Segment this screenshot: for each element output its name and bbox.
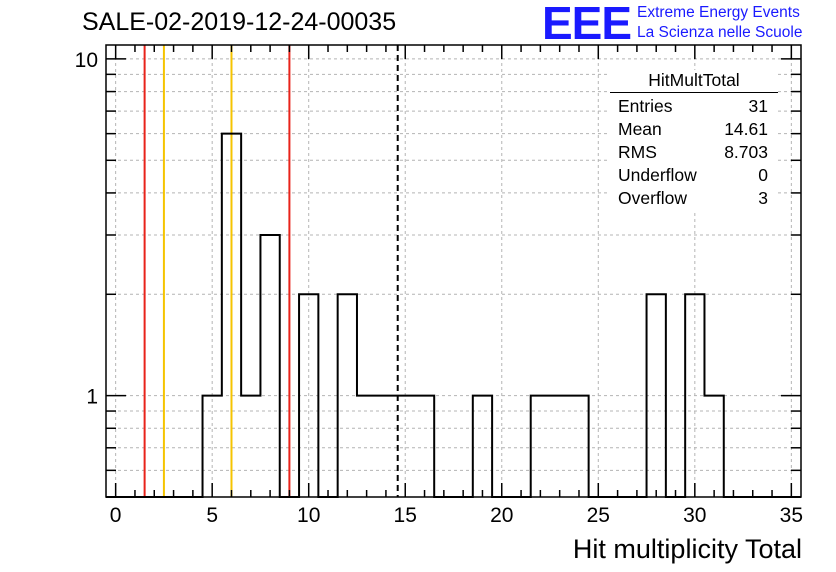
stats-row: Entries 31 xyxy=(610,95,778,118)
x-tick-label: 20 xyxy=(490,504,513,527)
stats-title: HitMultTotal xyxy=(610,70,778,93)
histogram-bin xyxy=(569,396,588,497)
x-tick-label: 5 xyxy=(206,504,218,527)
stats-value: 31 xyxy=(748,96,768,116)
histogram-bin xyxy=(647,294,666,497)
x-tick-label: 15 xyxy=(394,504,417,527)
x-tick-label: 0 xyxy=(110,504,122,527)
stats-row: RMS 8.703 xyxy=(610,141,778,164)
logo-line-1: Extreme Energy Events xyxy=(637,4,800,21)
histogram-bin xyxy=(222,134,241,497)
x-tick-label: 30 xyxy=(683,504,706,527)
stats-box: HitMultTotal Entries 31 Mean 14.61 RMS 8.703 U… xyxy=(610,70,778,210)
histogram-bin xyxy=(415,396,434,497)
stats-label: Underflow xyxy=(618,165,697,185)
histogram-bin xyxy=(203,396,222,497)
y-tick-label: 10 xyxy=(75,49,98,72)
histogram-bin xyxy=(473,396,492,497)
stats-value: 3 xyxy=(758,188,768,208)
y-tick-label: 1 xyxy=(86,386,98,409)
stats-row: Overflow 3 xyxy=(610,187,778,210)
histogram-bin xyxy=(241,396,260,497)
histogram-bin xyxy=(299,294,318,497)
x-tick-label: 35 xyxy=(780,504,803,527)
histogram-bin xyxy=(531,396,550,497)
logo-line-2: La Scienza nelle Scuole xyxy=(637,24,803,41)
stats-rows: Entries 31 Mean 14.61 RMS 8.703 Underflow 0 Over… xyxy=(610,95,778,210)
stats-value: 14.61 xyxy=(724,119,768,139)
x-tick-label: 25 xyxy=(587,504,610,527)
reference-lines xyxy=(143,45,399,497)
axis-ticks xyxy=(106,45,801,498)
histogram-bin xyxy=(260,235,279,497)
x-tick-label: 10 xyxy=(297,504,320,527)
stats-row: Underflow 0 xyxy=(610,164,778,187)
histogram-bin xyxy=(357,396,376,497)
stats-value: 8.703 xyxy=(724,142,768,162)
histogram-bin xyxy=(704,396,723,497)
plot-frame xyxy=(105,44,802,498)
histogram-bin xyxy=(376,396,395,497)
page-title: SALE-02-2019-12-24-00035 xyxy=(82,8,397,36)
stats-row: Mean 14.61 xyxy=(610,118,778,141)
x-axis-title: Hit multiplicity Total xyxy=(572,534,802,564)
stats-label: RMS xyxy=(618,142,657,162)
stats-label: Mean xyxy=(618,119,662,139)
stats-label: Overflow xyxy=(618,188,688,208)
histogram-bin xyxy=(550,396,569,497)
eee-logo-mark: EEE xyxy=(542,0,632,49)
histogram-bin xyxy=(396,396,415,497)
histogram-bin xyxy=(338,294,357,497)
histogram-bin xyxy=(685,294,704,497)
stats-value: 0 xyxy=(758,165,768,185)
stats-label: Entries xyxy=(618,96,673,116)
